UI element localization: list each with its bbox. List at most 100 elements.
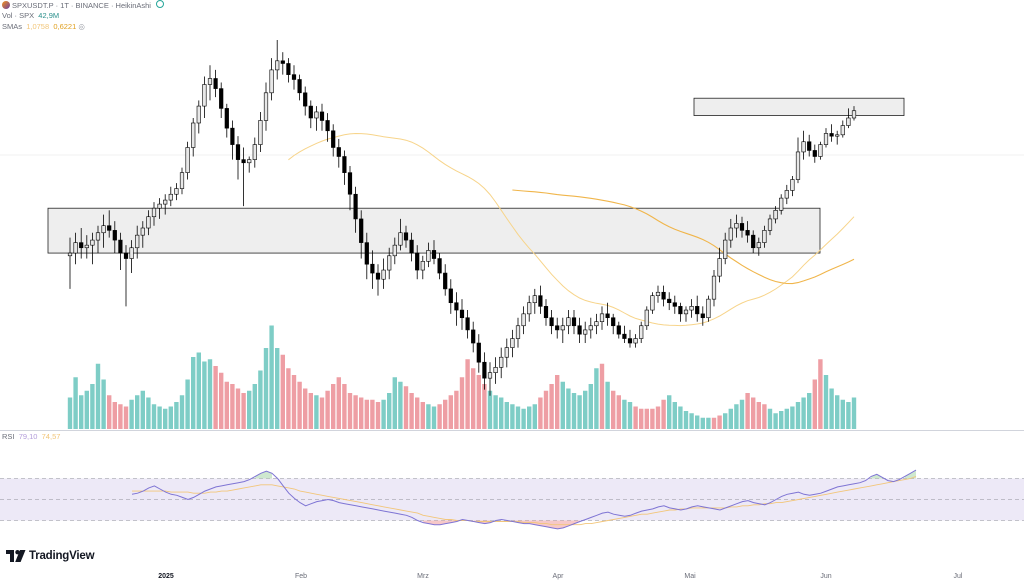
volume-bar [515,406,521,429]
bear-candle-body [807,141,812,151]
brand-name: TradingView [29,550,95,562]
x-axis: 2025 Feb Mrz Apr Mai Jun Jul [158,573,963,580]
bull-candle-body [129,247,134,259]
candle [835,130,840,145]
volume-bar [123,406,129,429]
candle [426,242,431,268]
bull-candle-body [168,193,173,201]
bear-candle-body [543,306,549,319]
bull-candle-body [387,255,392,271]
bear-candle-body [605,313,610,319]
sma-value-2: 0,6221 [53,22,77,31]
volume-bar [291,375,297,429]
bull-candle-body [499,356,504,368]
rsi-legend[interactable]: RSI 79,10 74,57 [2,432,60,442]
volume-bar [431,406,437,429]
volume-bar [107,395,112,429]
bull-candle-body [420,261,425,271]
volume-bar [633,406,638,429]
volume-bar [818,359,823,429]
bull-candle-body [767,218,773,231]
bull-candle-body [521,313,526,327]
bear-candle-body [672,302,677,307]
bull-candle-body [146,216,151,229]
volume-bar [627,402,633,429]
volume-bar [297,381,302,429]
volume-bar [661,399,666,429]
volume-bar [538,397,543,429]
candle [650,292,655,314]
bull-candle-body [717,258,722,277]
coin-icon [2,1,10,9]
volume-bar [622,399,627,429]
candle [308,100,313,129]
bear-candle-body [627,338,633,344]
bear-candle-body [678,306,683,315]
volume-bar [118,404,123,429]
bull-candle-body [795,151,801,180]
tradingview-logo[interactable]: TradingView [6,549,95,563]
bull-candle-body [101,225,106,234]
candle [723,232,728,265]
bull-candle-body [202,84,207,107]
bear-candle-body [667,298,672,304]
bull-candle-body [157,203,162,209]
candle [403,225,409,248]
volume-bar [493,395,498,429]
bear-candle-body [611,317,616,327]
candle [846,108,851,129]
bear-candle-body [375,272,381,280]
volume-bar [370,399,375,429]
bear-candle-body [661,291,666,300]
volume-bar [476,375,481,429]
candle [235,136,241,180]
eye-icon[interactable]: ◎ [78,22,85,31]
volume-bar [835,395,840,429]
volume-bar [767,408,773,429]
bear-candle-body [230,127,235,145]
candle [487,362,493,396]
volume-bar [465,359,470,429]
candle [689,299,694,318]
bull-candle-body [818,144,823,157]
candle [706,295,711,322]
candle [336,138,341,168]
bear-candle-body [280,60,285,64]
rsi-line [131,469,917,530]
candle [415,245,420,280]
candle [219,82,224,118]
bull-candle-body [706,298,711,319]
bull-candle-body [90,239,95,246]
bull-candle-body [263,92,269,121]
status-dot-icon [156,0,165,8]
bull-candle-body [269,69,274,94]
candle [151,202,157,226]
candle [728,218,733,248]
bear-candle-body [364,242,369,265]
sma-layer [288,132,855,327]
volume-bar [487,390,493,429]
bear-candle-body [353,193,358,220]
volume-bar [678,406,683,429]
bull-candle-body [734,223,739,229]
sma-legend[interactable]: SMAs 1,0758 0,6221 ◎ [2,22,85,32]
candle [179,167,185,195]
volume-bar [437,404,442,429]
candle [577,317,582,344]
candle [353,186,358,233]
volume-bar [689,413,694,429]
volume-bar [375,402,381,429]
volume-bar [521,408,526,429]
bear-candle-body [224,108,229,129]
candle [678,302,683,322]
symbol-legend[interactable]: SPXUSDT.P · 1T · BINANCE · HeikinAshi [2,0,165,11]
bull-candle-body [779,197,784,211]
candle [661,285,666,307]
volume-bar [174,402,179,429]
volume-legend[interactable]: Vol · SPX 42,9M [2,11,59,21]
volume-bar [185,379,190,429]
bear-candle-body [616,325,621,335]
bear-candle-body [79,242,84,249]
